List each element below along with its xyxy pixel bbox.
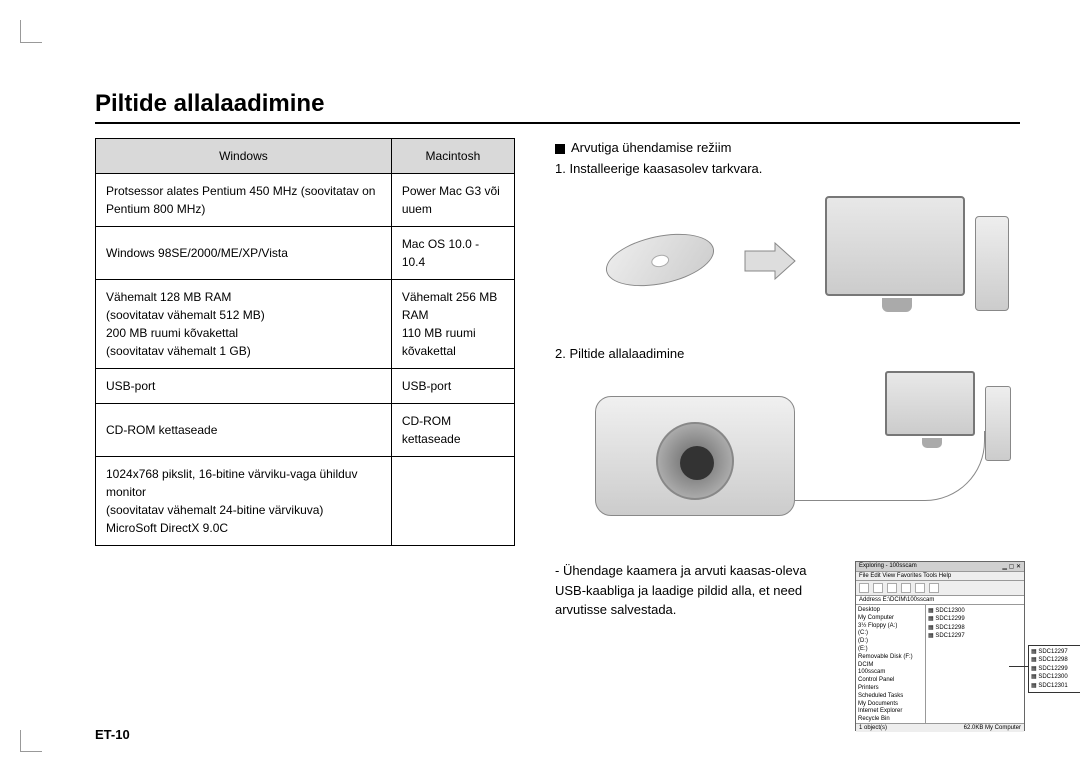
explorer-address: Address E:\DCIM\100sscam: [856, 596, 1024, 605]
callout-item: ▦ SDC12300: [1031, 673, 1080, 681]
tree-item: 100sscam: [858, 669, 923, 677]
cd-icon: [601, 225, 719, 295]
file-item: ▦ SDC12297: [928, 632, 1022, 640]
camera-icon: [595, 396, 795, 516]
illustration-connect: [565, 371, 995, 541]
table-cell: CD-ROM kettaseade: [391, 404, 514, 457]
tree-item: Recycle Bin: [858, 716, 923, 723]
explorer-toolbar: [856, 581, 1024, 596]
window-controls-icon: ▁ ▢ ✕: [1002, 563, 1021, 570]
table-cell: USB-port: [96, 369, 392, 404]
page-number: ET-10: [95, 727, 130, 742]
illustration-install: [565, 186, 995, 326]
tree-item: My Computer: [858, 615, 923, 623]
table-cell: [391, 457, 514, 546]
callout-box: ▦ SDC12297▦ SDC12298▦ SDC12299▦ SDC12300…: [1028, 645, 1080, 693]
arrow-icon: [740, 241, 800, 281]
tree-item: (C:): [858, 630, 923, 638]
tree-item: Control Panel: [858, 677, 923, 685]
explorer-tree: Desktop My Computer 3½ Floppy (A:) (C:) …: [856, 605, 926, 723]
monitor-icon: [825, 196, 965, 296]
bullet-icon: [555, 144, 565, 154]
tree-item: Desktop: [858, 607, 923, 615]
table-cell: Power Mac G3 või uuem: [391, 174, 514, 227]
th-windows: Windows: [96, 139, 392, 174]
requirements-table: Windows Macintosh Protsessor alates Pent…: [95, 138, 515, 546]
tree-item: Internet Explorer: [858, 708, 923, 716]
explorer-menu: File Edit View Favorites Tools Help: [856, 572, 1024, 581]
callout-item: ▦ SDC12298: [1031, 656, 1080, 664]
file-item: ▦ SDC12298: [928, 624, 1022, 632]
tree-item: Printers: [858, 685, 923, 693]
explorer-window: Exploring - 100sscam ▁ ▢ ✕ File Edit Vie…: [855, 561, 1025, 731]
tree-item: (D:): [858, 638, 923, 646]
lens-icon: [656, 422, 734, 500]
tree-item: Removable Disk (F:): [858, 654, 923, 662]
cable-icon: [795, 431, 985, 501]
file-item: ▦ SDC12299: [928, 615, 1022, 623]
callout-item: ▦ SDC12301: [1031, 682, 1080, 690]
step-2: 2. Piltide allalaadimine: [555, 346, 1025, 361]
tree-item: Scheduled Tasks: [858, 693, 923, 701]
table-cell: Windows 98SE/2000/ME/XP/Vista: [96, 227, 392, 280]
status-right: 62.0KB My Computer: [964, 725, 1021, 731]
table-cell: Protsessor alates Pentium 450 MHz (soovi…: [96, 174, 392, 227]
table-cell: Vähemalt 256 MB RAM110 MB ruumi kõvakett…: [391, 280, 514, 369]
table-cell: Mac OS 10.0 - 10.4: [391, 227, 514, 280]
explorer-title: Exploring - 100sscam: [859, 563, 917, 570]
explorer-file-list: ▦ SDC12300▦ SDC12299▦ SDC12298▦ SDC12297…: [926, 605, 1024, 723]
monitor-icon: [885, 371, 975, 436]
callout-item: ▦ SDC12297: [1031, 648, 1080, 656]
table-cell: CD-ROM kettaseade: [96, 404, 392, 457]
callout-item: ▦ SDC12299: [1031, 665, 1080, 673]
th-macintosh: Macintosh: [391, 139, 514, 174]
tree-item: DCIM: [858, 662, 923, 670]
status-left: 1 object(s): [859, 725, 887, 731]
table-cell: USB-port: [391, 369, 514, 404]
table-cell: 1024x768 pikslit, 16-bitine värviku-vaga…: [96, 457, 392, 546]
tower-icon: [985, 386, 1011, 461]
tree-item: My Documents: [858, 701, 923, 709]
tree-item: (E:): [858, 646, 923, 654]
step-1: 1. Installeerige kaasasolev tarkvara.: [555, 161, 1025, 176]
connect-caption: - Ühendage kaamera ja arvuti kaasas-olev…: [555, 561, 835, 620]
table-cell: Vähemalt 128 MB RAM(soovitatav vähemalt …: [96, 280, 392, 369]
page-title: Piltide allalaadimine: [95, 90, 1020, 124]
tree-item: 3½ Floppy (A:): [858, 623, 923, 631]
tower-icon: [975, 216, 1009, 311]
file-item: ▦ SDC12300: [928, 607, 1022, 615]
section-title: Arvutiga ühendamise režiim: [571, 140, 731, 155]
